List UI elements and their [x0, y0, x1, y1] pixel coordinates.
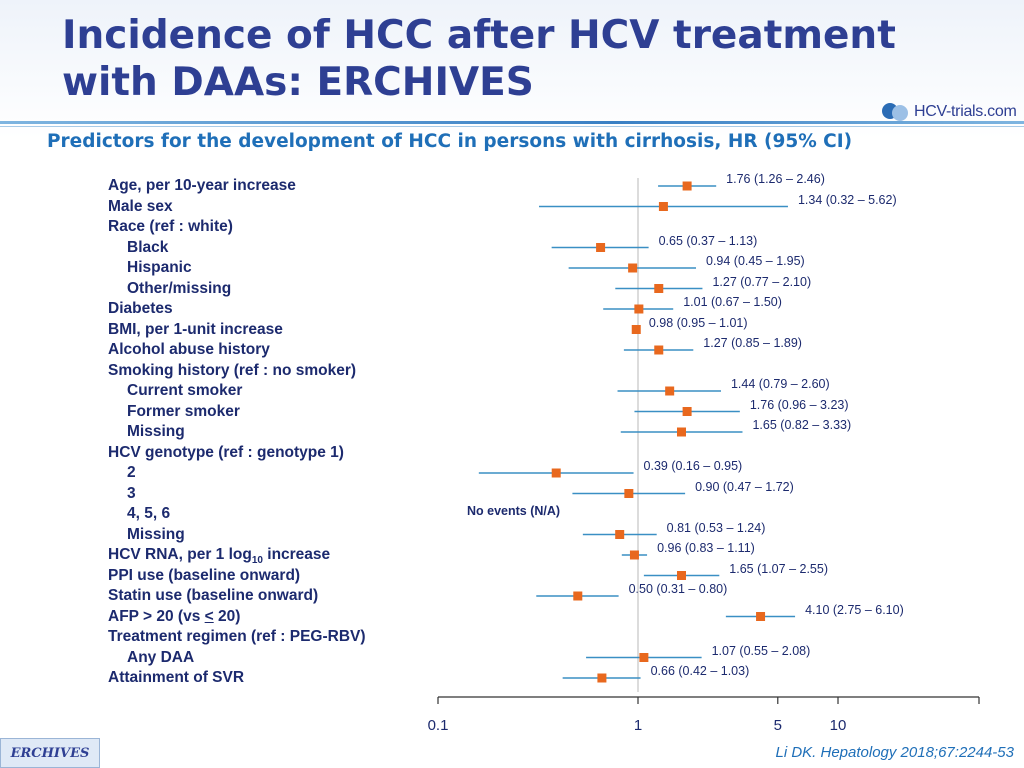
hr-marker	[654, 284, 664, 293]
row-label: Black	[127, 238, 169, 256]
row-label: Current smoker	[127, 382, 243, 399]
ci-value-label: 0.81 (0.53 – 1.24)	[666, 520, 766, 535]
chart-subtitle: Predictors for the development of HCC in…	[47, 131, 853, 152]
ci-value-label: 1.65 (0.82 – 3.33)	[752, 418, 852, 432]
hr-marker	[615, 530, 625, 539]
title-divider-thin	[0, 126, 1024, 127]
hr-marker	[596, 243, 606, 252]
ci-value-label: 0.50 (0.31 – 0.80)	[628, 582, 728, 596]
hr-marker	[573, 591, 583, 601]
hr-marker	[682, 407, 692, 416]
row-label: Alcohol abuse history	[108, 341, 270, 358]
logo-text: HCV-trials.com	[914, 103, 1017, 120]
row-label: Other/missing	[127, 279, 232, 297]
ci-value-label: 1.76 (0.96 – 3.23)	[749, 397, 849, 412]
ci-value-label: 4.10 (2.75 – 6.10)	[805, 602, 904, 617]
ci-value-label: 1.27 (0.85 – 1.89)	[703, 336, 802, 350]
row-label: 4, 5, 6	[127, 505, 171, 522]
ci-value-label: 0.96 (0.83 – 1.11)	[657, 541, 755, 555]
logo-mark-icon	[880, 101, 914, 123]
row-label: BMI, per 1-unit increase	[108, 320, 283, 338]
row-label: Age, per 10-year increase	[108, 177, 296, 194]
ci-value-label: 0.39 (0.16 – 0.95)	[643, 459, 743, 473]
hr-marker	[629, 550, 639, 560]
hr-marker	[628, 263, 638, 273]
hr-marker	[551, 468, 561, 478]
row-label: Attainment of SVR	[108, 669, 245, 686]
citation: Li DK. Hepatology 2018;67:2244-53	[775, 744, 1014, 761]
row-label: Former smoker	[127, 402, 240, 420]
hr-marker	[676, 571, 686, 580]
hr-marker	[597, 673, 607, 683]
ci-value-label: 1.27 (0.77 – 2.10)	[712, 274, 812, 289]
ci-value-label: 1.76 (1.26 – 2.46)	[726, 172, 825, 186]
ci-value-label: 1.34 (0.32 – 5.62)	[797, 192, 897, 207]
row-label: Diabetes	[108, 300, 173, 317]
ci-value-label: 1.01 (0.67 – 1.50)	[683, 295, 782, 309]
x-tick-label: 5	[774, 717, 782, 734]
row-label: Missing	[127, 423, 185, 440]
hr-marker	[624, 489, 634, 498]
footer-badge: ERCHIVES	[0, 738, 100, 768]
hr-marker	[658, 202, 668, 211]
ci-value-label: 0.90 (0.47 – 1.72)	[695, 479, 794, 494]
ci-value-label: 0.65 (0.37 – 1.13)	[658, 233, 758, 248]
row-label: 3	[127, 484, 136, 502]
row-label: Treatment regimen (ref : PEG-RBV)	[108, 628, 366, 645]
hr-marker	[654, 345, 664, 355]
row-label: Hispanic	[127, 259, 192, 276]
hr-marker	[682, 181, 692, 191]
x-tick-label: 0.1	[428, 717, 449, 734]
row-label: AFP > 20 (vs < 20)	[108, 607, 241, 625]
ci-value-label: 1.07 (0.55 – 2.08)	[711, 643, 811, 658]
hr-marker	[639, 653, 649, 662]
row-label: PPI use (baseline onward)	[108, 566, 301, 584]
x-tick-label: 10	[830, 717, 847, 734]
forest-plot: 0.1 1 5 10	[428, 178, 980, 734]
row-label: HCV genotype (ref : genotype 1)	[108, 443, 344, 461]
row-label: Any DAA	[127, 648, 195, 666]
row-label: Missing	[127, 525, 185, 543]
row-label: Male sex	[108, 197, 173, 215]
ci-value-label: 1.65 (1.07 – 2.55)	[729, 561, 828, 576]
hr-marker	[756, 612, 766, 621]
row-label: 2	[127, 464, 136, 481]
hr-marker	[634, 304, 644, 314]
row-label: Smoking history (ref : no smoker)	[108, 361, 357, 379]
slide-title: Incidence of HCC after HCV treatment wit…	[62, 12, 922, 106]
row-label: Race (ref : white)	[108, 218, 233, 235]
hcv-trials-logo: HCV-trials.com	[880, 99, 1017, 125]
row-label: HCV RNA, per 1 log10 increase	[108, 546, 331, 567]
hr-marker	[676, 427, 686, 437]
hr-marker	[631, 325, 641, 334]
title-line-1: Incidence of HCC after HCV treatment	[62, 13, 896, 58]
title-divider	[0, 121, 1024, 124]
ci-value-label: 0.66 (0.42 – 1.03)	[650, 664, 750, 678]
x-tick-label: 1	[634, 717, 642, 734]
hr-marker	[665, 386, 675, 396]
title-line-2: with DAAs: ERCHIVES	[62, 60, 534, 105]
row-label: Statin use (baseline onward)	[108, 587, 319, 604]
ci-value-label: 0.98 (0.95 – 1.01)	[648, 315, 748, 330]
ci-value-label: 1.44 (0.79 – 2.60)	[730, 377, 830, 391]
ci-value-label: 0.94 (0.45 – 1.95)	[706, 254, 805, 268]
no-events-note: No events (N/A)	[467, 504, 561, 518]
